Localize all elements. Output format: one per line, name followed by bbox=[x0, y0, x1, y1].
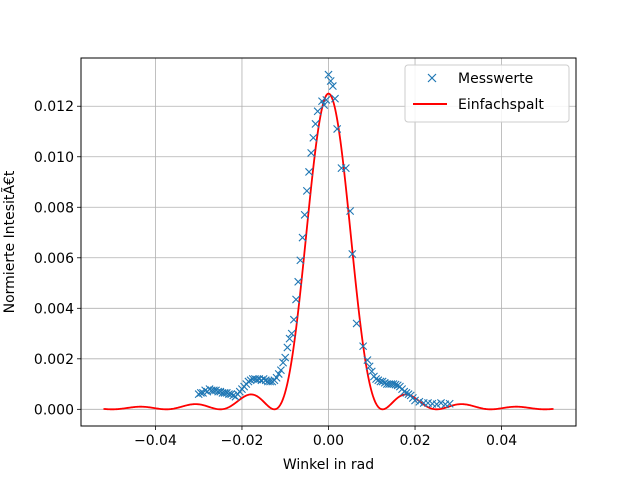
legend-x-marker bbox=[427, 73, 437, 83]
data-point bbox=[292, 295, 301, 304]
data-point bbox=[313, 107, 322, 116]
data-point bbox=[402, 388, 411, 397]
x-tick-label: 0.00 bbox=[313, 433, 344, 449]
data-point bbox=[346, 207, 355, 216]
data-point bbox=[376, 377, 385, 386]
data-point bbox=[261, 376, 270, 385]
data-point bbox=[320, 100, 329, 109]
data-point bbox=[302, 186, 311, 195]
y-axis-label: Normierte IntesitÃ€t bbox=[1, 170, 18, 313]
data-point bbox=[311, 119, 320, 128]
data-point bbox=[432, 400, 441, 409]
data-point bbox=[348, 250, 357, 258]
data-point bbox=[246, 376, 255, 385]
x-axis-label: Winkel in rad bbox=[283, 457, 374, 473]
data-point bbox=[214, 387, 223, 396]
data-point bbox=[341, 164, 350, 173]
data-point bbox=[445, 399, 454, 408]
y-tick-label: 0.002 bbox=[34, 352, 74, 368]
data-point bbox=[274, 369, 283, 378]
y-axis-ticks: 0.000 0.002 0.004 0.006 0.008 0.010 0.012 bbox=[34, 99, 81, 418]
data-point bbox=[328, 82, 337, 91]
data-point bbox=[307, 148, 316, 157]
data-point bbox=[400, 387, 409, 396]
data-point bbox=[359, 342, 368, 351]
data-point bbox=[227, 390, 236, 399]
data-point bbox=[283, 343, 292, 352]
x-axis-ticks: −0.04 −0.02 0.00 0.02 0.04 bbox=[134, 426, 517, 449]
y-tick-label: 0.006 bbox=[34, 251, 74, 267]
data-point bbox=[365, 362, 374, 371]
data-point bbox=[289, 315, 298, 324]
data-point bbox=[194, 390, 203, 399]
data-point bbox=[279, 358, 288, 367]
data-point bbox=[244, 377, 253, 386]
data-point bbox=[220, 388, 229, 397]
data-point bbox=[331, 94, 339, 103]
data-point bbox=[287, 329, 296, 338]
data-point bbox=[318, 97, 326, 106]
data-point bbox=[374, 376, 383, 385]
legend-marker-messwerte bbox=[427, 73, 437, 83]
data-point bbox=[229, 391, 238, 400]
x-tick-label: 0.02 bbox=[399, 433, 430, 449]
y-tick-label: 0.004 bbox=[34, 301, 74, 317]
data-point bbox=[222, 388, 231, 397]
data-point bbox=[196, 388, 205, 397]
data-point bbox=[281, 353, 290, 362]
fit-curve-einfachspalt bbox=[103, 92, 554, 411]
data-point bbox=[285, 334, 294, 343]
x-tick-label: 0.04 bbox=[486, 433, 517, 449]
data-point bbox=[216, 387, 225, 396]
measurement-points-layer bbox=[194, 70, 454, 409]
y-tick-label: 0.012 bbox=[34, 99, 74, 115]
data-point bbox=[300, 210, 309, 219]
data-point bbox=[294, 277, 303, 286]
data-point bbox=[322, 95, 331, 104]
data-point bbox=[363, 356, 372, 365]
data-point bbox=[389, 380, 398, 389]
data-point bbox=[305, 167, 314, 176]
data-point bbox=[224, 390, 233, 399]
data-point bbox=[378, 377, 387, 386]
data-point bbox=[333, 124, 342, 133]
data-point bbox=[352, 319, 361, 328]
data-point bbox=[212, 386, 220, 395]
data-point bbox=[259, 375, 268, 384]
legend-label-messwerte: Messwerte bbox=[458, 71, 533, 87]
data-point bbox=[298, 233, 307, 242]
data-point bbox=[380, 378, 389, 387]
data-point bbox=[205, 385, 214, 394]
y-tick-label: 0.008 bbox=[34, 200, 74, 216]
y-tick-label: 0.000 bbox=[34, 402, 74, 418]
data-point bbox=[209, 386, 218, 395]
data-point bbox=[326, 76, 335, 85]
data-point bbox=[411, 396, 420, 405]
fit-curve-layer bbox=[103, 92, 554, 411]
data-point bbox=[372, 375, 381, 384]
data-point bbox=[272, 373, 281, 382]
data-point bbox=[415, 397, 424, 406]
data-point bbox=[201, 386, 210, 395]
legend-box bbox=[404, 64, 570, 123]
data-point bbox=[296, 256, 305, 265]
x-tick-label: −0.04 bbox=[134, 433, 177, 449]
legend: Messwerte Einfachspalt bbox=[404, 64, 570, 123]
x-tick-label: −0.02 bbox=[221, 433, 264, 449]
data-point bbox=[324, 70, 333, 79]
data-point bbox=[309, 133, 318, 142]
data-point bbox=[437, 399, 445, 408]
y-tick-label: 0.010 bbox=[34, 150, 74, 166]
data-point bbox=[367, 367, 376, 376]
data-point bbox=[266, 377, 275, 386]
legend-label-einfachspalt: Einfachspalt bbox=[458, 97, 544, 113]
data-point bbox=[391, 380, 400, 389]
data-point bbox=[276, 366, 285, 375]
